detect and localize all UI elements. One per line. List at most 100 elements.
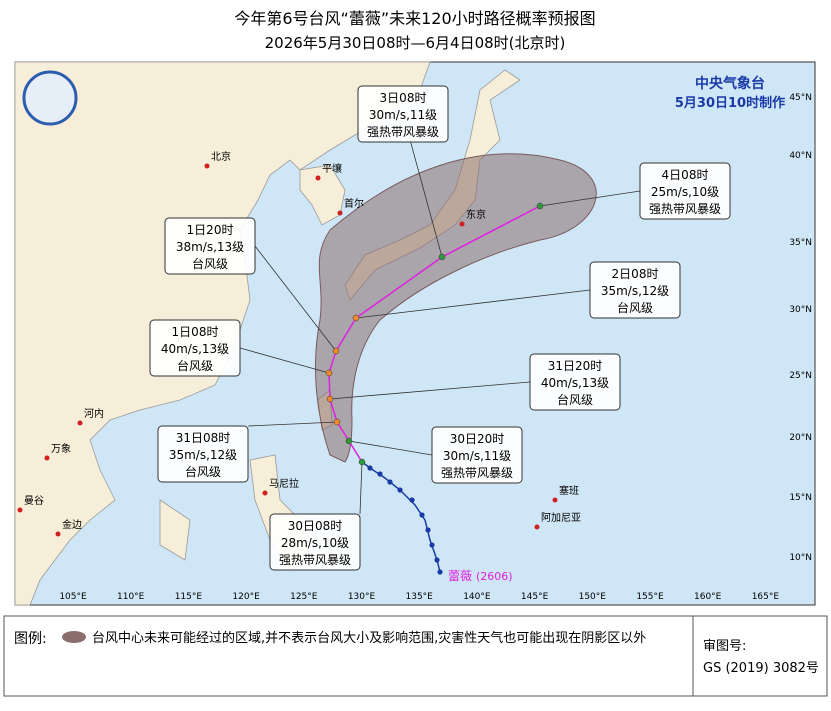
callout-time: 4日08时	[662, 168, 709, 182]
callout-box	[589, 261, 681, 319]
city-label: 马尼拉	[269, 477, 299, 490]
lon-label: 125°E	[290, 592, 318, 602]
forecast-point	[345, 437, 353, 445]
lon-label: 140°E	[463, 592, 491, 602]
city-label: 金边	[62, 518, 82, 531]
approval-label: 审图号:	[703, 639, 746, 654]
callout-wind: 28m/s,10级	[281, 536, 349, 550]
city-label: 北京	[211, 150, 231, 163]
city-dot	[459, 221, 465, 227]
city-dot	[262, 490, 268, 496]
callout-level: 台风级	[177, 358, 213, 373]
lat-label: 35°N	[789, 238, 812, 248]
lon-label: 145°E	[521, 592, 549, 602]
callout-level: 台风级	[185, 464, 221, 479]
legend-box	[3, 615, 828, 697]
city-label: 河内	[84, 407, 104, 420]
observed-point	[434, 557, 440, 563]
observed-point	[397, 487, 403, 493]
lat-label: 15°N	[789, 493, 812, 503]
lon-label: 160°E	[694, 592, 722, 602]
legend: 图例: 台风中心未来可能经过的区域,并不表示台风大小及影响范围,灾害性天气也可能…	[3, 615, 828, 697]
callout-box	[639, 162, 731, 220]
callout-time: 3日08时	[380, 91, 427, 105]
agency-logo	[22, 70, 78, 126]
city-dot	[77, 420, 83, 426]
land-south-china-sea-area	[159, 499, 191, 561]
forecast-point	[358, 458, 366, 466]
agency-name: 中央气象台	[695, 75, 765, 92]
callout-time: 1日08时	[172, 325, 219, 339]
legend-title: 图例:	[14, 631, 47, 647]
callout-wind: 30m/s,11级	[369, 108, 437, 122]
lon-label: 110°E	[117, 592, 145, 602]
lon-label: 155°E	[636, 592, 664, 602]
callout-time: 30日20时	[450, 432, 505, 446]
city-dot	[204, 163, 210, 169]
lat-label: 40°N	[789, 151, 812, 161]
observed-point	[377, 471, 383, 477]
callout-level: 强热带风暴级	[649, 202, 721, 216]
subtitle: 2026年5月30日08时—6月4日08时(北京时)	[265, 34, 566, 52]
callout-wind: 40m/s,13级	[541, 376, 609, 390]
observed-point	[409, 497, 415, 503]
lon-label: 130°E	[348, 592, 376, 602]
forecast-point	[325, 369, 333, 377]
callout-box	[431, 426, 523, 484]
city-label: 万象	[51, 443, 71, 455]
callout-leader	[239, 347, 330, 374]
callout-wind: 30m/s,11级	[443, 449, 511, 463]
land-korea	[299, 164, 346, 226]
lon-label: 120°E	[232, 592, 260, 602]
observed-track	[361, 461, 441, 573]
approval-number: GS (2019) 3082号	[703, 661, 819, 676]
callout-level: 台风级	[192, 256, 228, 271]
callout-level: 强热带风暴级	[279, 553, 351, 567]
legend-cone-swatch	[62, 631, 86, 643]
city-label: 曼谷	[24, 495, 44, 507]
callout-leader	[539, 190, 641, 207]
callout-time: 31日08时	[176, 431, 231, 445]
callout-level: 强热带风暴级	[367, 125, 439, 139]
storm-name: 蕾薇	[448, 569, 472, 583]
lon-label: 105°E	[59, 592, 87, 602]
observed-point	[419, 512, 425, 518]
callout-time: 30日08时	[288, 519, 343, 533]
callout-time: 2日08时	[612, 267, 659, 281]
title: 今年第6号台风“蕾薇”未来120小时路径概率预报图	[234, 9, 595, 28]
lon-label: 135°E	[406, 592, 434, 602]
observed-point	[387, 479, 393, 485]
city-label: 首尔	[344, 197, 364, 210]
callout-leader	[359, 461, 363, 515]
city-dot	[315, 175, 321, 181]
callout-time: 1日20时	[187, 223, 234, 237]
callout-leader	[348, 440, 433, 456]
forecast-point	[438, 253, 446, 261]
callout-wind: 38m/s,13级	[176, 240, 244, 254]
callout-box	[164, 217, 256, 275]
city-dot	[55, 531, 61, 537]
callout-wind: 35m/s,12级	[169, 448, 237, 462]
city-dot	[552, 497, 558, 503]
callout-box	[529, 353, 621, 411]
lat-label: 30°N	[789, 305, 812, 315]
city-dot	[534, 524, 540, 530]
legend-cone: 台风中心未来可能经过的区域,并不表示台风大小及影响范围,灾害性天气也可能出现在阴…	[92, 630, 646, 646]
lat-label: 20°N	[789, 433, 812, 443]
map	[14, 61, 816, 606]
lon-label: 165°E	[752, 592, 780, 602]
observed-point	[429, 542, 435, 548]
callout-wind: 40m/s,13级	[161, 342, 229, 356]
observed-point	[367, 465, 373, 471]
callout-box	[157, 425, 249, 483]
city-label: 阿加尼亚	[541, 512, 581, 524]
callout-wind: 25m/s,10级	[651, 185, 719, 199]
city-dot	[17, 507, 23, 513]
lat-label: 10°N	[789, 553, 812, 563]
forecast-point	[332, 347, 340, 355]
callout-leader	[254, 245, 337, 352]
city-label: 平壤	[322, 162, 342, 175]
observed-point	[425, 527, 431, 533]
callout-time: 31日20时	[548, 359, 603, 373]
